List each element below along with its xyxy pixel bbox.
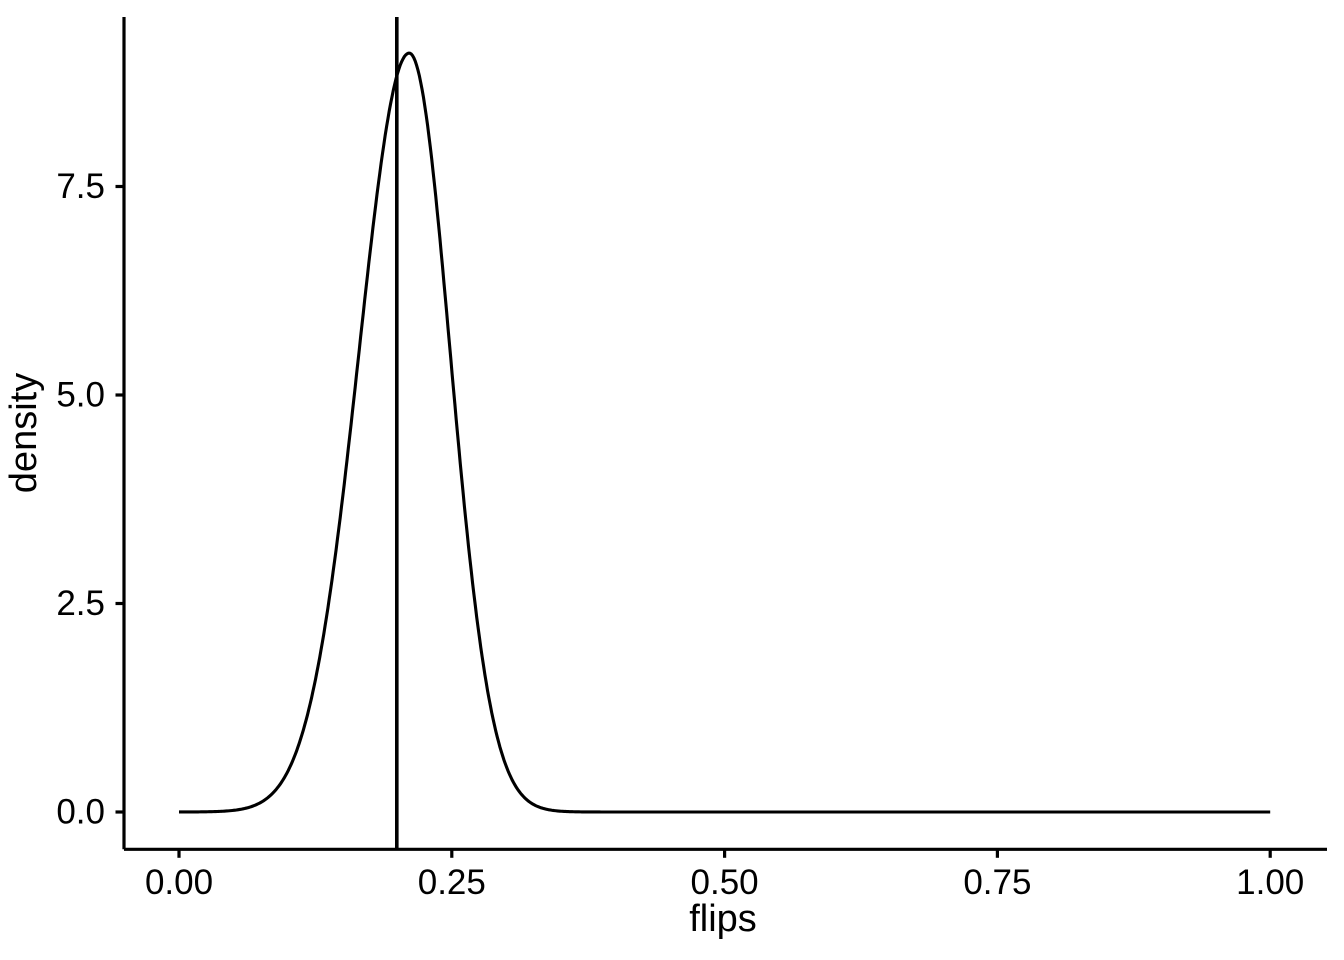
svg-text:7.5: 7.5 — [56, 167, 105, 206]
svg-text:5.0: 5.0 — [56, 376, 105, 415]
svg-text:density: density — [3, 373, 45, 493]
svg-text:0.0: 0.0 — [56, 793, 105, 832]
svg-text:2.5: 2.5 — [56, 584, 105, 623]
svg-text:1.00: 1.00 — [1236, 863, 1304, 902]
svg-text:0.75: 0.75 — [963, 863, 1031, 902]
svg-text:0.50: 0.50 — [691, 863, 759, 902]
svg-text:flips: flips — [689, 898, 757, 940]
svg-text:0.25: 0.25 — [418, 863, 486, 902]
svg-text:0.00: 0.00 — [145, 863, 213, 902]
